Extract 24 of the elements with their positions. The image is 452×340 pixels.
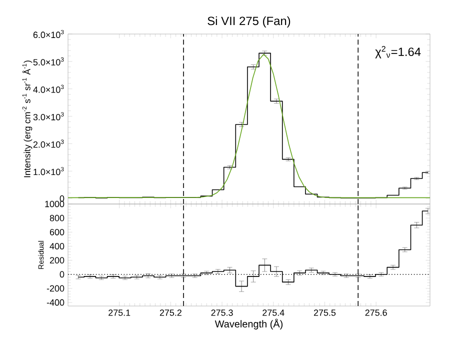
- y-tick-label: 4.0×10$^{3}$: [33, 84, 64, 93]
- chart-title: Si VII 275 (Fan): [208, 16, 290, 28]
- y-tick-label: -400: [46, 299, 64, 306]
- x-tick-label: 275.4: [262, 310, 284, 316]
- y-tick-label: 400: [50, 243, 64, 250]
- x-tick-label: 275.5: [314, 310, 336, 316]
- y-tick-label: 3.0×10$^{3}$: [33, 112, 64, 120]
- y-tick-label: 6.0×10$^{3}$: [33, 30, 64, 38]
- y-tick-label: 0: [60, 271, 64, 278]
- x-tick-label: 275.2: [160, 310, 182, 316]
- y-tick-label: -200: [46, 285, 64, 292]
- x-axis-title: Wavelength (Å): [214, 318, 283, 330]
- y-tick-label: 1000: [45, 200, 64, 208]
- annotation: χ$^{2}$$_{ν}$=1.64: [375, 46, 421, 58]
- x-tick-label: 275.1: [108, 310, 130, 316]
- y-tick-label: 1.0×10$^{3}$: [34, 167, 64, 176]
- x-tick-label: 275.3: [211, 310, 233, 316]
- y-tick-label: 800: [50, 214, 64, 222]
- x-tick-label: 275.6: [365, 310, 387, 316]
- y-tick-label: 200: [50, 257, 64, 264]
- y-tick-label: 2.0×10$^{3}$: [33, 140, 64, 148]
- y-tick-label: 5.0×10$^{3}$: [33, 57, 64, 66]
- text: Intensity (erg cm$^{-2}$ s$^{-1}$ sr$^{-1}$ Å$^{-1}$): [22, 60, 32, 178]
- y-tick-label: 600: [50, 228, 64, 236]
